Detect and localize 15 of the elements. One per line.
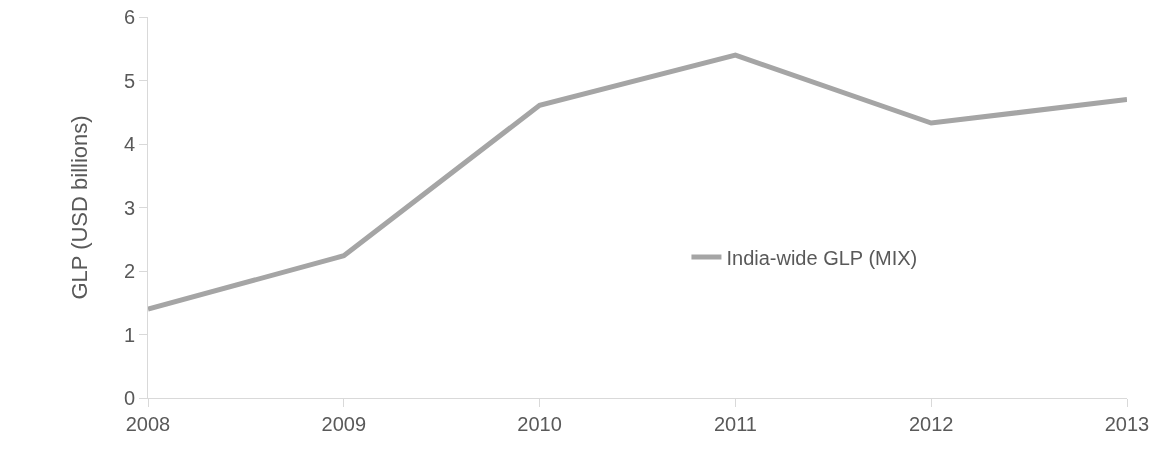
y-tick-label: 1	[123, 323, 135, 346]
y-tick-label: 6	[123, 6, 135, 28]
y-tick-label: 5	[123, 69, 135, 92]
legend-label: India-wide GLP (MIX)	[726, 246, 918, 269]
x-tick-label: 2009	[321, 413, 367, 435]
y-tick-label: 4	[123, 133, 135, 155]
y-tick-label: 3	[123, 196, 135, 219]
x-tick-label: 2012	[908, 413, 954, 435]
x-tick-label: 2011	[713, 413, 757, 435]
x-tick-label: 2013	[1104, 413, 1150, 435]
x-tick-label: 2010	[517, 413, 562, 435]
y-tick-label: 2	[123, 260, 135, 282]
y-axis-title: GLP (USD billions)	[66, 115, 92, 300]
y-tick-label: 0	[123, 387, 135, 409]
x-tick-label: 2008	[125, 413, 171, 435]
